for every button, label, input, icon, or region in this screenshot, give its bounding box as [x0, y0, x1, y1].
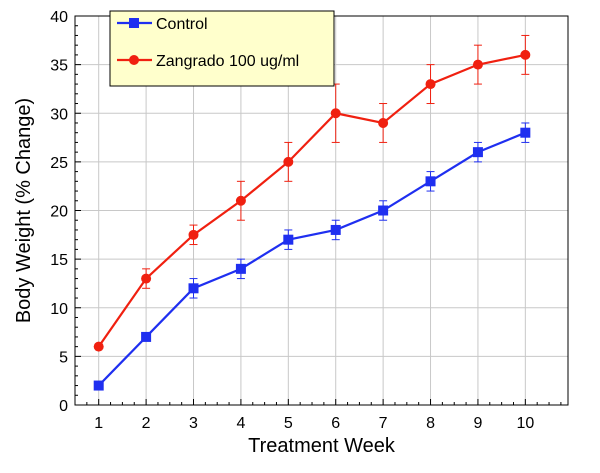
- series-lines: [97, 53, 526, 387]
- data-point-circle: [283, 156, 294, 167]
- x-tick-label: 9: [473, 415, 482, 432]
- x-tick-label: 1: [94, 415, 103, 432]
- legend-marker-circle: [129, 55, 139, 65]
- data-point-circle: [425, 79, 436, 90]
- data-point-circle: [378, 117, 389, 128]
- y-tick-label: 0: [59, 398, 68, 415]
- x-axis-ticks: 1 2 3 4 5 6 7 8 9 10: [74, 399, 562, 432]
- data-point-square: [188, 283, 199, 294]
- y-axis-label: Body Weight (% Change): [13, 98, 35, 323]
- y-axis-ticks: 0 5 10 15 20 25 30 35 40: [50, 9, 81, 415]
- series-line-0: [97, 131, 526, 387]
- data-point-square: [520, 127, 531, 138]
- series-line-1: [97, 53, 526, 348]
- data-point-circle: [235, 195, 246, 206]
- y-tick-label: 40: [50, 9, 68, 26]
- data-point-circle: [188, 229, 199, 240]
- data-point-square: [378, 205, 389, 216]
- data-point-circle: [330, 108, 341, 119]
- y-tick-label: 10: [50, 301, 68, 318]
- legend-label: Control: [156, 16, 208, 33]
- data-point-circle: [472, 59, 483, 70]
- data-point-square: [330, 224, 341, 235]
- data-point-square: [472, 147, 483, 158]
- x-tick-label: 3: [189, 415, 198, 432]
- legend-label: Zangrado 100 ug/ml: [156, 53, 299, 70]
- data-point-square: [425, 176, 436, 187]
- x-tick-label: 8: [426, 415, 435, 432]
- x-tick-label: 5: [284, 415, 293, 432]
- legend: Control Zangrado 100 ug/ml: [109, 10, 335, 87]
- x-tick-label: 2: [142, 415, 151, 432]
- y-tick-label: 25: [50, 155, 68, 172]
- data-point-circle: [93, 341, 104, 352]
- data-point-square: [141, 331, 152, 342]
- y-tick-label: 35: [50, 58, 68, 75]
- data-markers: [93, 49, 531, 391]
- x-tick-label: 10: [516, 415, 534, 432]
- data-point-circle: [520, 49, 531, 60]
- x-tick-label: 6: [331, 415, 340, 432]
- y-tick-label: 15: [50, 252, 68, 269]
- legend-marker-square: [129, 18, 139, 28]
- data-point-square: [235, 263, 246, 274]
- y-tick-label: 20: [50, 204, 68, 221]
- x-tick-label: 4: [236, 415, 245, 432]
- y-tick-label: 30: [50, 106, 68, 123]
- data-point-square: [283, 234, 294, 245]
- data-point-square: [93, 380, 104, 391]
- data-point-circle: [141, 273, 152, 284]
- y-tick-label: 5: [59, 349, 68, 366]
- x-axis-label: Treatment Week: [248, 435, 396, 457]
- x-tick-label: 7: [379, 415, 388, 432]
